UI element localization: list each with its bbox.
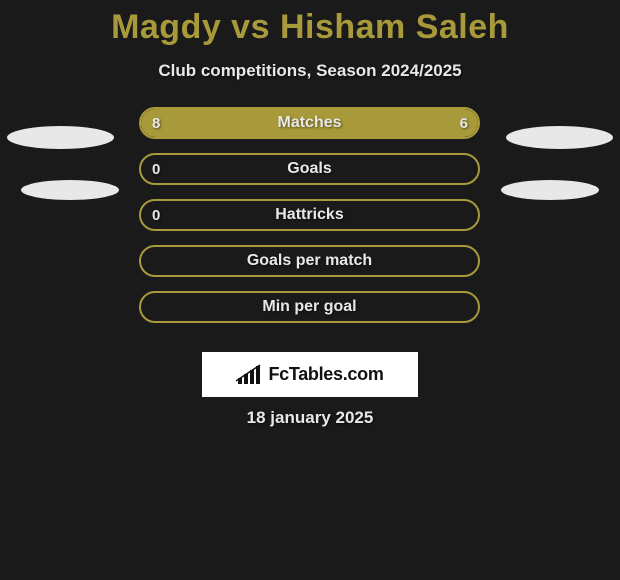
- stat-bar-container: [139, 245, 480, 277]
- stat-rows: Matches86Goals0Hattricks0Goals per match…: [0, 107, 620, 323]
- stat-row: Min per goal: [0, 291, 620, 323]
- date-text: 18 january 2025: [0, 408, 620, 428]
- stat-value-left: 8: [152, 107, 160, 139]
- logo-box: FcTables.com: [202, 352, 418, 397]
- stat-bar-container: [139, 107, 480, 139]
- stat-bar-container: [139, 199, 480, 231]
- stat-row: Goals per match: [0, 245, 620, 277]
- stat-row: Matches86: [0, 107, 620, 139]
- stat-value-left: 0: [152, 199, 160, 231]
- stat-value-left: 0: [152, 153, 160, 185]
- stat-value-right: 6: [460, 107, 468, 139]
- stat-row: Goals0: [0, 153, 620, 185]
- page-title: Magdy vs Hisham Saleh: [0, 0, 620, 47]
- stat-bar-container: [139, 291, 480, 323]
- subtitle: Club competitions, Season 2024/2025: [0, 61, 620, 81]
- logo-text: FcTables.com: [268, 364, 383, 385]
- stat-row: Hattricks0: [0, 199, 620, 231]
- stat-bar-fill: [141, 109, 478, 137]
- barchart-icon: [236, 364, 262, 386]
- stat-bar-container: [139, 153, 480, 185]
